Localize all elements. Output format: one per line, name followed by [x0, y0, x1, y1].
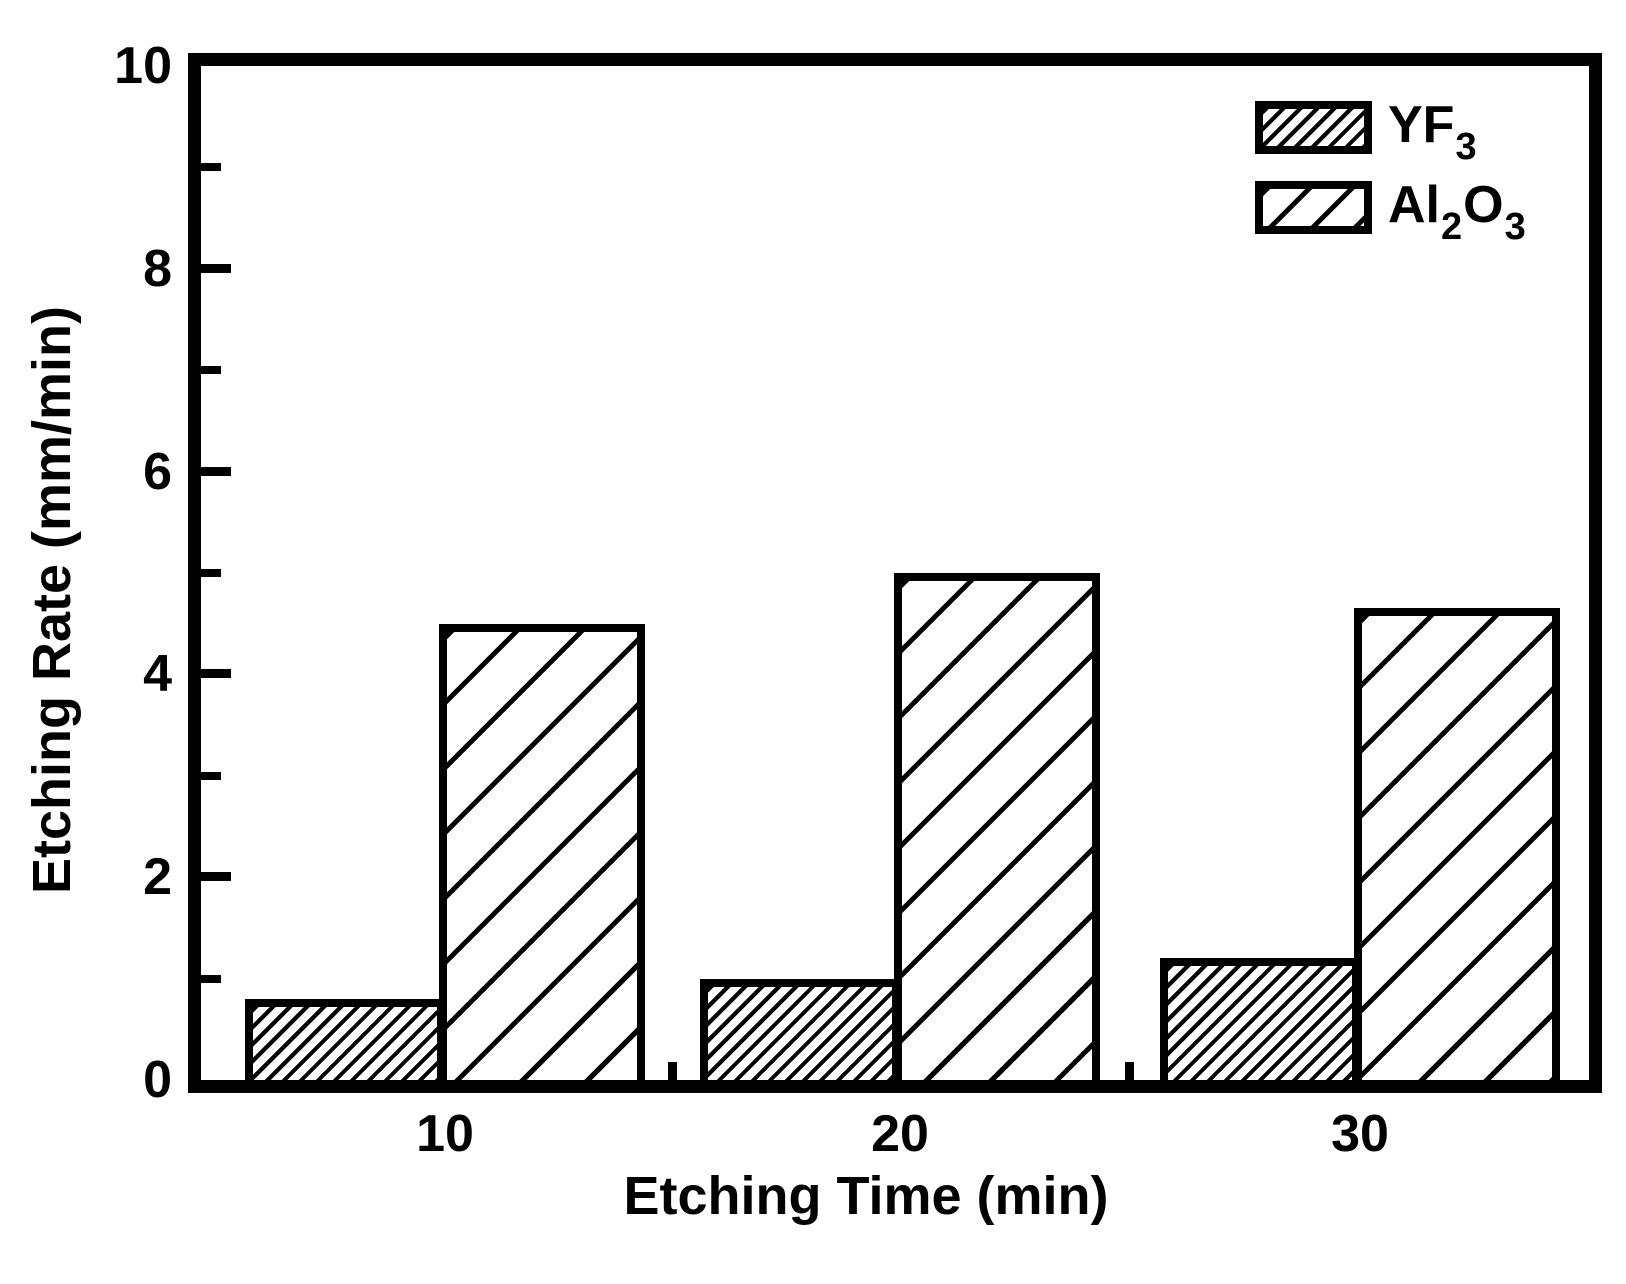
y-major-tick	[201, 669, 231, 678]
y-tick-label: 6	[143, 443, 172, 501]
bar-al2o3-30min	[1354, 608, 1560, 1080]
y-major-tick	[201, 872, 231, 881]
y-major-tick	[201, 467, 231, 476]
y-minor-tick	[201, 975, 221, 983]
y-tick-label: 8	[143, 240, 172, 298]
legend-label-subscript: 2	[1441, 206, 1463, 248]
x-minor-tick	[668, 1062, 677, 1080]
x-tick-label: 20	[871, 1105, 929, 1163]
legend-label-al2o3: Al2O3	[1388, 176, 1527, 248]
bar-yf3-20min	[700, 979, 900, 1080]
y-major-tick	[201, 264, 231, 273]
y-tick-label: 4	[143, 645, 172, 703]
bar-yf3-30min	[1160, 958, 1360, 1080]
y-minor-tick	[201, 569, 221, 577]
legend-label-text: YF	[1388, 96, 1455, 154]
y-minor-tick	[201, 366, 221, 374]
legend-label-subscript: 3	[1455, 126, 1477, 168]
legend-swatch-al2o3	[1255, 181, 1372, 234]
legend: YF3 Al2O3	[1255, 96, 1527, 261]
legend-item-al2o3: Al2O3	[1255, 176, 1527, 248]
bar-yf3-10min	[245, 999, 445, 1080]
legend-item-yf3: YF3	[1255, 96, 1527, 168]
legend-label-text: O	[1463, 176, 1504, 234]
legend-label-text: Al	[1388, 176, 1440, 234]
bar-al2o3-20min	[894, 573, 1100, 1080]
legend-label-yf3: YF3	[1388, 96, 1478, 168]
y-tick-label: 0	[143, 1051, 172, 1109]
bar-al2o3-10min	[439, 624, 645, 1080]
y-minor-tick	[201, 772, 221, 780]
y-axis-title: Etching Rate (mm/min)	[22, 305, 82, 895]
legend-swatch-yf3	[1255, 101, 1372, 154]
x-tick-label: 10	[416, 1105, 474, 1163]
x-minor-tick	[1125, 1062, 1134, 1080]
x-tick-label: 30	[1331, 1105, 1389, 1163]
legend-label-subscript: 3	[1504, 206, 1526, 248]
y-tick-label: 2	[143, 848, 172, 906]
y-minor-tick	[201, 163, 221, 171]
x-axis-title: Etching Time (min)	[623, 1166, 1109, 1226]
y-tick-label: 10	[114, 37, 172, 95]
